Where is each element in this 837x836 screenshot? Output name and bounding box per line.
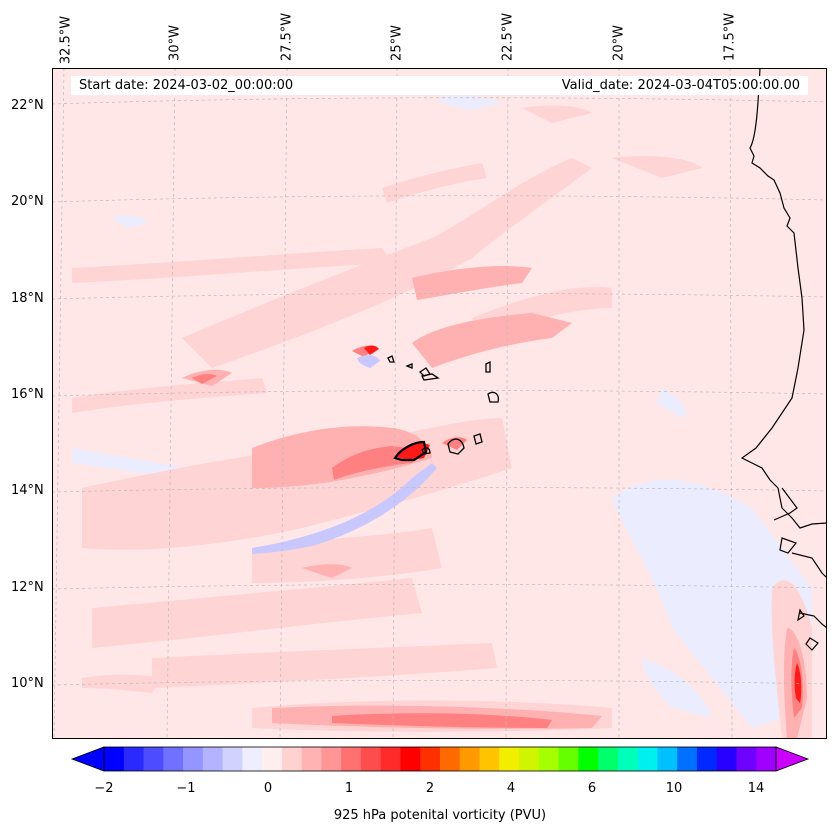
colorbar-cell bbox=[400, 747, 421, 771]
map-border bbox=[52, 68, 827, 739]
negative-pv-mid bbox=[252, 355, 437, 554]
colorbar-cell bbox=[143, 747, 164, 771]
colorbar-cell bbox=[479, 747, 500, 771]
cbar-tick-0: 0 bbox=[263, 781, 273, 796]
colorbar-cell bbox=[104, 747, 125, 771]
colorbar-cell bbox=[716, 747, 738, 771]
colorbar-cell bbox=[677, 747, 698, 771]
colorbar-extend-low bbox=[70, 746, 105, 772]
cbar-tick-10: 10 bbox=[665, 781, 683, 796]
lat-label-18n: 18°N bbox=[11, 291, 44, 306]
colorbar-cell bbox=[420, 747, 441, 771]
lat-label-16n: 16°N bbox=[11, 387, 44, 402]
colorbar-cell bbox=[123, 747, 145, 771]
lon-label-32-5w: 32.5°W bbox=[58, 15, 74, 65]
colorbar-extend-high bbox=[775, 746, 810, 772]
pv-map bbox=[52, 68, 827, 739]
colorbar-cell bbox=[301, 747, 323, 771]
colorbar-cell bbox=[341, 747, 362, 771]
colorbar-cell bbox=[163, 747, 184, 771]
cbar-tick-4: 4 bbox=[506, 781, 516, 796]
lon-label-17-5w: 17.5°W bbox=[722, 12, 738, 62]
colorbar-cell bbox=[281, 747, 303, 771]
colorbar-cell bbox=[657, 747, 678, 771]
colorbar-cell bbox=[183, 747, 204, 771]
cbar-tick-1: 1 bbox=[344, 781, 354, 796]
colorbar-cell bbox=[459, 747, 481, 771]
colorbar-cell bbox=[736, 747, 757, 771]
colorbar-cell bbox=[598, 747, 619, 771]
start-date-label: Start date: 2024-03-02_00:00:00 bbox=[79, 78, 294, 93]
lon-label-20w: 20°W bbox=[611, 25, 627, 61]
colorbar-cell bbox=[538, 747, 560, 771]
lon-label-25w: 25°W bbox=[389, 25, 405, 61]
colorbar-cell bbox=[222, 747, 243, 771]
colorbar-cells bbox=[104, 747, 777, 771]
lon-label-22-5w: 22.5°W bbox=[500, 12, 516, 62]
cbar-tick-2: 2 bbox=[425, 781, 435, 796]
colorbar-outline bbox=[103, 746, 777, 772]
colorbar-cell bbox=[242, 747, 263, 771]
colorbar-cell bbox=[262, 747, 283, 771]
date-banner bbox=[71, 76, 808, 95]
lat-label-20n: 20°N bbox=[11, 194, 44, 209]
lat-label-14n: 14°N bbox=[11, 483, 44, 498]
colorbar-cell bbox=[321, 747, 342, 771]
colorbar-cell bbox=[519, 747, 540, 771]
colorbar-cell bbox=[696, 747, 718, 771]
graticule bbox=[52, 68, 827, 739]
lat-label-12n: 12°N bbox=[11, 580, 44, 595]
colorbar-cell bbox=[360, 747, 382, 771]
colorbar-cell bbox=[202, 747, 224, 771]
colorbar-cell bbox=[756, 747, 777, 771]
colorbar-cell bbox=[499, 747, 520, 771]
colorbar-cell bbox=[440, 747, 461, 771]
colorbar-cell bbox=[617, 747, 639, 771]
lat-label-10n: 10°N bbox=[11, 676, 44, 691]
lon-label-27-5w: 27.5°W bbox=[279, 12, 295, 62]
colorbar-label: 925 hPa potenital vorticity (PVU) bbox=[333, 808, 547, 823]
cbar-tick-14: 14 bbox=[747, 781, 765, 796]
colorbar-cell bbox=[637, 747, 659, 771]
colorbar-cell bbox=[558, 747, 579, 771]
cbar-tick-m1: −1 bbox=[176, 781, 196, 796]
colorbar-cell bbox=[380, 747, 402, 771]
coastlines bbox=[740, 68, 827, 651]
cbar-tick-m2: −2 bbox=[94, 781, 114, 796]
lat-label-22n: 22°N bbox=[11, 98, 44, 113]
cbar-tick-6: 6 bbox=[587, 781, 597, 796]
lon-label-30w: 30°W bbox=[167, 25, 183, 61]
colorbar bbox=[70, 746, 810, 772]
colorbar-cell bbox=[578, 747, 599, 771]
valid-date-label: Valid_date: 2024-03-04T05:00:00.00 bbox=[561, 78, 800, 93]
cape-verde-islands bbox=[387, 355, 500, 462]
